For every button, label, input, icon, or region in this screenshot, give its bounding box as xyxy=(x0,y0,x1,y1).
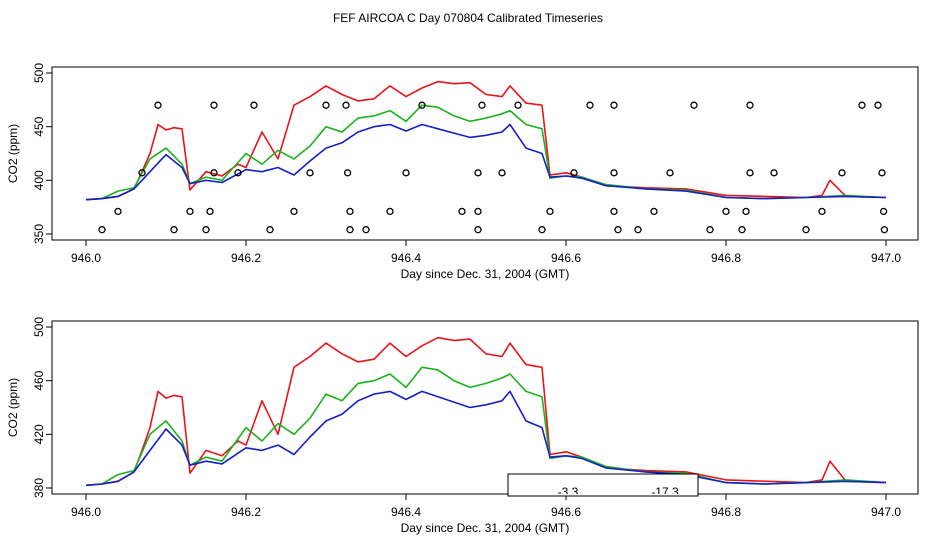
y-tick-label: 460 xyxy=(32,370,46,390)
x-tick-label: 946.8 xyxy=(711,505,741,519)
y-tick-label: 380 xyxy=(32,478,46,498)
marker-point xyxy=(878,169,886,177)
y-tick-label: 350 xyxy=(32,224,46,244)
y-tick-label: 500 xyxy=(32,63,46,83)
marker-point xyxy=(722,207,730,216)
marker-point xyxy=(514,101,522,109)
x-tick-label: 946.8 xyxy=(711,251,741,265)
marker-point xyxy=(802,226,810,234)
marker-point xyxy=(610,169,618,177)
marker-point xyxy=(154,101,162,109)
marker-point xyxy=(478,101,486,109)
marker-point xyxy=(738,226,746,234)
marker-point xyxy=(266,226,274,234)
legend-label: -17.3 xyxy=(651,485,679,499)
marker-point xyxy=(290,207,298,216)
marker-point xyxy=(634,226,642,234)
top-panel: 946.0 946.2 946.4 946.6 946.8 947.0 Day since … xyxy=(6,63,919,281)
x-tick-label: 946.6 xyxy=(551,251,581,265)
marker-point xyxy=(610,207,618,216)
marker-point xyxy=(346,207,354,216)
marker-point xyxy=(874,101,882,109)
marker-point xyxy=(838,169,846,177)
marker-point xyxy=(402,169,410,177)
marker-point xyxy=(170,226,178,234)
y-axis-label: CO2 (ppm) xyxy=(6,124,20,183)
series-line-blue xyxy=(85,123,887,201)
marker-point xyxy=(210,169,218,177)
y-tick-label: 400 xyxy=(32,170,46,190)
bottom-panel: 946.0 946.2 946.4 946.6 946.8 947.0 Day since … xyxy=(6,317,919,535)
marker-point xyxy=(650,207,658,216)
marker-point xyxy=(858,101,866,109)
legend-label: -3.3 xyxy=(558,485,579,499)
marker-point xyxy=(206,207,214,216)
marker-point xyxy=(746,101,754,109)
marker-point xyxy=(343,169,352,177)
x-tick-label: 947.0 xyxy=(871,251,901,265)
plot-frame xyxy=(51,320,919,495)
x-tick-label: 946.2 xyxy=(231,505,261,519)
y-tick-label: 450 xyxy=(32,116,46,136)
marker-point xyxy=(210,101,218,109)
marker-point xyxy=(386,207,394,216)
series-line-green xyxy=(85,104,887,201)
marker-point xyxy=(666,169,674,177)
legend-entries: -3.3 -17.3 xyxy=(558,485,679,499)
marker-point xyxy=(346,226,354,234)
marker-point xyxy=(546,207,554,216)
x-tick-label: 946.4 xyxy=(391,505,421,519)
marker-point xyxy=(250,101,258,109)
marker-point xyxy=(138,169,146,177)
x-tick-label: 946.0 xyxy=(71,251,101,265)
marker-point xyxy=(538,226,546,234)
figure-title: FEF AIRCOA C Day 070804 Calibrated Times… xyxy=(333,11,603,25)
marker-point xyxy=(879,207,888,216)
marker-point xyxy=(570,169,578,177)
series-line-green xyxy=(85,366,887,487)
marker-point xyxy=(234,169,242,177)
marker-point xyxy=(586,101,594,109)
marker-point xyxy=(474,169,482,177)
marker-point xyxy=(306,169,314,177)
y-axis-label: CO2 (ppm) xyxy=(6,378,20,437)
y-tick-label: 500 xyxy=(32,317,46,337)
x-tick-label: 946.2 xyxy=(231,251,261,265)
marker-point xyxy=(458,207,466,216)
x-axis-label: Day since Dec. 31, 2004 (GMT) xyxy=(401,521,570,535)
marker-point xyxy=(202,226,210,234)
marker-point xyxy=(690,101,698,109)
marker-point xyxy=(362,226,370,234)
marker-point xyxy=(186,207,194,216)
y-tick-label: 420 xyxy=(32,424,46,444)
marker-point xyxy=(98,226,106,234)
marker-point xyxy=(114,207,122,216)
x-tick-label: 947.0 xyxy=(871,505,901,519)
marker-point xyxy=(706,226,714,234)
plot-frame xyxy=(51,66,919,241)
marker-point xyxy=(614,226,622,234)
marker-point xyxy=(880,226,889,234)
marker-point xyxy=(610,101,618,109)
marker-point xyxy=(818,207,826,216)
series-line-blue xyxy=(85,390,887,487)
legend-box xyxy=(507,473,699,497)
x-tick-label: 946.4 xyxy=(391,251,421,265)
marker-point xyxy=(474,207,482,216)
marker-point xyxy=(742,207,750,216)
x-axis-label: Day since Dec. 31, 2004 (GMT) xyxy=(401,267,570,281)
marker-point xyxy=(322,101,330,109)
marker-point xyxy=(746,169,754,177)
marker-point xyxy=(418,101,426,109)
marker-point xyxy=(770,169,778,177)
marker-point xyxy=(474,226,482,234)
series-line-red xyxy=(85,80,887,201)
marker-point xyxy=(342,101,350,109)
marker-point xyxy=(498,169,506,177)
x-tick-label: 946.6 xyxy=(551,505,581,519)
series-line-red xyxy=(85,336,887,487)
x-tick-label: 946.0 xyxy=(71,505,101,519)
